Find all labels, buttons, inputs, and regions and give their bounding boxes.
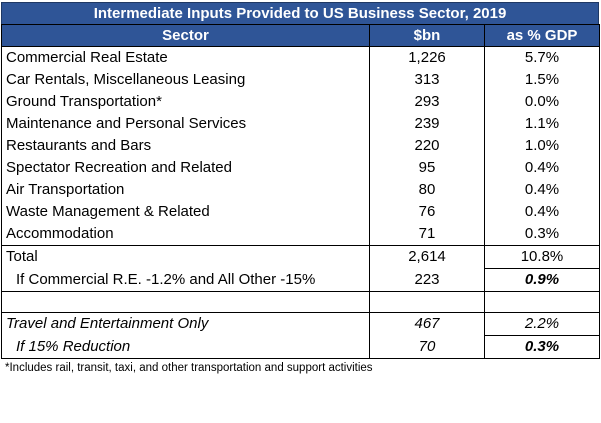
- scenario-label: If Commercial R.E. -1.2% and All Other -…: [1, 268, 370, 292]
- scenario-pct: 0.9%: [484, 268, 600, 292]
- travel-label: Travel and Entertainment Only: [1, 312, 370, 336]
- travel-reduction-bn: 70: [369, 335, 485, 359]
- row-pct: 5.7%: [484, 46, 600, 69]
- table-row: Restaurants and Bars 220 1.0%: [1, 135, 600, 157]
- row-bn: 80: [369, 179, 485, 201]
- row-sector: Commercial Real Estate: [1, 46, 370, 69]
- row-bn: 239: [369, 113, 485, 135]
- table-row: Car Rentals, Miscellaneous Leasing 313 1…: [1, 69, 600, 91]
- total-row: Total 2,614 10.8%: [1, 245, 600, 269]
- row-bn: 313: [369, 69, 485, 91]
- table-row: Air Transportation 80 0.4%: [1, 179, 600, 201]
- spacer-cell: [1, 291, 370, 313]
- table-row: Maintenance and Personal Services 239 1.…: [1, 113, 600, 135]
- total-bn: 2,614: [369, 245, 485, 269]
- row-sector: Ground Transportation*: [1, 91, 370, 113]
- spacer-cell: [484, 291, 600, 313]
- row-bn: 95: [369, 157, 485, 179]
- table-row: Waste Management & Related 76 0.4%: [1, 201, 600, 223]
- row-bn: 1,226: [369, 46, 485, 69]
- row-sector: Maintenance and Personal Services: [1, 113, 370, 135]
- header-pct: as % GDP: [484, 24, 600, 47]
- table-container: Intermediate Inputs Provided to US Busin…: [1, 2, 600, 374]
- table-title: Intermediate Inputs Provided to US Busin…: [1, 2, 599, 24]
- travel-pct: 2.2%: [484, 312, 600, 336]
- travel-row: Travel and Entertainment Only 467 2.2%: [1, 312, 600, 336]
- scenario-bn: 223: [369, 268, 485, 292]
- travel-reduction-row: If 15% Reduction 70 0.3%: [1, 335, 600, 359]
- header-sector: Sector: [1, 24, 370, 47]
- row-pct: 0.4%: [484, 179, 600, 201]
- travel-reduction-label: If 15% Reduction: [1, 335, 370, 359]
- row-pct: 1.5%: [484, 69, 600, 91]
- row-sector: Air Transportation: [1, 179, 370, 201]
- table-row: Accommodation 71 0.3%: [1, 223, 600, 246]
- row-bn: 220: [369, 135, 485, 157]
- header-bn: $bn: [369, 24, 485, 47]
- total-label: Total: [1, 245, 370, 269]
- table-row: Spectator Recreation and Related 95 0.4%: [1, 157, 600, 179]
- footnote: *Includes rail, transit, taxi, and other…: [5, 362, 373, 374]
- table-row: Ground Transportation* 293 0.0%: [1, 91, 600, 113]
- travel-reduction-pct: 0.3%: [484, 335, 600, 359]
- row-pct: 0.4%: [484, 157, 600, 179]
- row-sector: Waste Management & Related: [1, 201, 370, 223]
- table-row: Commercial Real Estate 1,226 5.7%: [1, 46, 600, 69]
- row-pct: 1.0%: [484, 135, 600, 157]
- row-bn: 71: [369, 223, 485, 246]
- row-bn: 293: [369, 91, 485, 113]
- data-table: Sector $bn as % GDP Commercial Real Esta…: [1, 24, 600, 359]
- row-pct: 0.0%: [484, 91, 600, 113]
- total-pct: 10.8%: [484, 245, 600, 269]
- spacer-row: [1, 291, 600, 313]
- travel-bn: 467: [369, 312, 485, 336]
- row-pct: 0.4%: [484, 201, 600, 223]
- row-sector: Spectator Recreation and Related: [1, 157, 370, 179]
- row-pct: 0.3%: [484, 223, 600, 246]
- row-pct: 1.1%: [484, 113, 600, 135]
- row-sector: Car Rentals, Miscellaneous Leasing: [1, 69, 370, 91]
- scenario-row: If Commercial R.E. -1.2% and All Other -…: [1, 268, 600, 292]
- row-bn: 76: [369, 201, 485, 223]
- row-sector: Restaurants and Bars: [1, 135, 370, 157]
- spacer-cell: [369, 291, 485, 313]
- header-row: Sector $bn as % GDP: [1, 24, 600, 47]
- row-sector: Accommodation: [1, 223, 370, 246]
